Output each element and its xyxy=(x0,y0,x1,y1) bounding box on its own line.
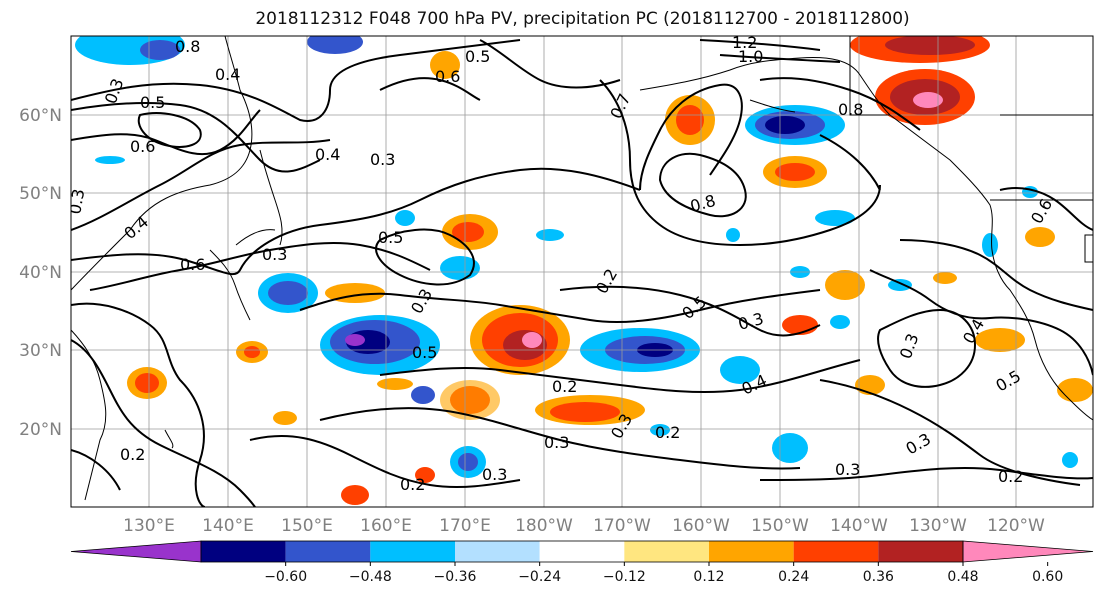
colorbar-segment xyxy=(370,541,455,562)
lon-label: 160°W xyxy=(672,516,730,536)
lon-label: 170°E xyxy=(439,516,491,536)
colorbar-segment xyxy=(624,541,709,562)
colorbar-tick-label: 0.48 xyxy=(947,569,978,585)
map-area: 0.8 0.4 0.3 0.5 0.6 0.3 0.5 0.6 0.4 0.3 … xyxy=(65,33,1093,507)
precip-shading xyxy=(75,36,1093,505)
contour-label: 1.0 xyxy=(738,47,763,66)
contour-label: 0.4 xyxy=(215,65,240,84)
colorbar-segment xyxy=(793,541,879,562)
contour-label: 0.2 xyxy=(655,423,680,442)
contour-label: 0.3 xyxy=(482,465,507,484)
colorbar-segment xyxy=(539,541,625,562)
colorbar-outline xyxy=(200,540,964,563)
colorbar-tick-label: −0.24 xyxy=(518,569,561,585)
colorbar-tick-label: 0.36 xyxy=(863,569,894,585)
contour-label: 0.6 xyxy=(435,67,460,86)
lat-label: 60°N xyxy=(19,106,62,126)
colorbar xyxy=(70,540,1094,563)
colorbar-tick-label: 0.60 xyxy=(1032,569,1063,585)
lon-label: 130°W xyxy=(909,516,967,536)
contour-label: 0.2 xyxy=(998,467,1023,486)
contour-label: 0.3 xyxy=(544,433,569,452)
map-frame xyxy=(70,35,1094,508)
lon-label: 150°E xyxy=(281,516,333,536)
colorbar-ticks: −0.60 −0.48 −0.36 −0.24 −0.12 0.12 0.24 0.36 0.4… xyxy=(264,562,1063,585)
contour-label: 0.2 xyxy=(400,475,425,494)
contour-label: 0.5 xyxy=(412,343,437,362)
colorbar-segment xyxy=(878,541,963,562)
colorbar-tick-label: −0.12 xyxy=(603,569,646,585)
contour-label: 0.2 xyxy=(120,445,145,464)
lat-label: 40°N xyxy=(19,263,62,283)
contour-label: 0.2 xyxy=(552,377,577,396)
colorbar-segment xyxy=(201,541,286,562)
lon-label: 160°E xyxy=(360,516,412,536)
contour-label: 0.5 xyxy=(140,93,165,112)
contour-label: 1.2 xyxy=(732,33,757,52)
colorbar-segment xyxy=(709,541,794,562)
contour-label: 0.3 xyxy=(370,150,395,169)
lat-label: 30°N xyxy=(19,341,62,361)
contour-label: 0.4 xyxy=(315,145,340,164)
contour-label: 0.6 xyxy=(130,137,155,156)
colorbar-segment xyxy=(455,541,540,562)
pv-contours xyxy=(71,39,1093,507)
colorbar-tick-label: −0.36 xyxy=(434,569,477,585)
contour-label: 0.5 xyxy=(465,47,490,66)
contour-label: 0.3 xyxy=(835,460,860,479)
colorbar-tick-label: −0.60 xyxy=(264,569,307,585)
graticule xyxy=(71,36,1093,507)
contour-label: 0.6 xyxy=(180,255,205,274)
contour-label: 0.5 xyxy=(378,228,403,247)
map-title: 2018112312 F048 700 hPa PV, precipitatio… xyxy=(255,9,910,29)
lon-label: 140°W xyxy=(830,516,888,536)
coastlines xyxy=(71,36,1093,501)
latitude-axis: 60°N 50°N 40°N 30°N 20°N xyxy=(19,106,62,440)
lon-label: 150°W xyxy=(751,516,809,536)
colorbar-tick-label: 0.24 xyxy=(778,569,809,585)
contour-label: 0.3 xyxy=(65,187,88,215)
lon-label: 180°W xyxy=(515,516,573,536)
colorbar-segment xyxy=(285,541,371,562)
contour-label: 0.8 xyxy=(175,37,200,56)
lon-label: 130°E xyxy=(123,516,175,536)
colorbar-tick-label: 0.12 xyxy=(693,569,724,585)
lon-label: 140°E xyxy=(202,516,254,536)
contour-label: 0.3 xyxy=(262,245,287,264)
contour-label: 0.8 xyxy=(838,100,863,119)
colorbar-tick-label: −0.48 xyxy=(349,569,392,585)
lat-label: 50°N xyxy=(19,184,62,204)
lon-label: 170°W xyxy=(593,516,651,536)
longitude-axis: 130°E 140°E 150°E 160°E 170°E 180°W 170°… xyxy=(123,516,1045,536)
colorbar-extend-min xyxy=(70,540,202,563)
lon-label: 120°W xyxy=(987,516,1045,536)
colorbar-extend-max xyxy=(962,540,1094,563)
lat-label: 20°N xyxy=(19,420,62,440)
